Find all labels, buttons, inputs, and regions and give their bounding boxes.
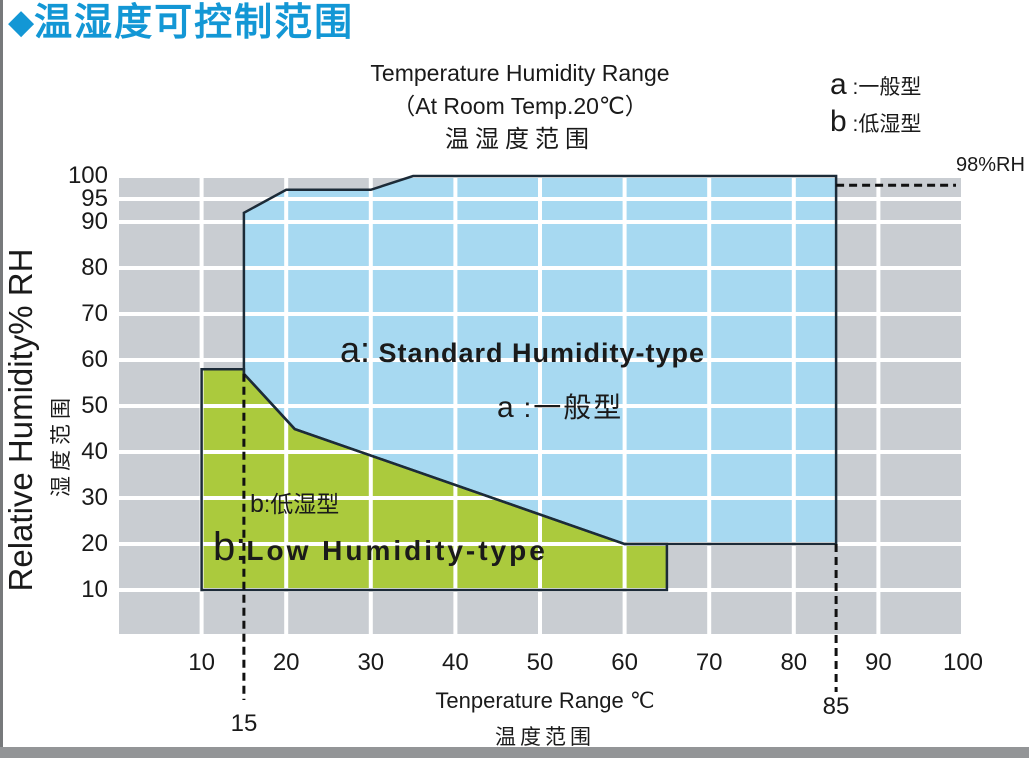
region-a-prefix: a: — [340, 329, 371, 370]
region-a-cn-text: :一般型 — [513, 392, 624, 423]
y-tick-label-10: 10 — [81, 576, 108, 603]
x-tick-label-100: 100 — [942, 649, 984, 676]
y-tick-label-100: 100 — [67, 162, 108, 189]
region-a-label-cn: a :一般型 — [497, 393, 623, 423]
legend-item-b: b :低湿型 — [830, 107, 921, 137]
annotation-85: 85 — [822, 693, 850, 720]
legend-label-a: :一般型 — [846, 76, 922, 99]
region-b-label-en: b:Low Humidity-type — [213, 527, 548, 567]
x-tick-label-20: 20 — [272, 649, 300, 676]
x-tick-label-90: 90 — [865, 649, 892, 676]
region-a-text: Standard Humidity-type — [370, 338, 706, 368]
region-b-label-cn: b:低湿型 — [250, 492, 339, 517]
x-tick-label-70: 70 — [695, 649, 723, 676]
legend-item-a: a :一般型 — [830, 70, 921, 100]
x-axis-title: Tenperature Range ℃ — [435, 688, 655, 713]
y-tick-label-90: 90 — [81, 208, 108, 235]
y-tick-label-80: 80 — [81, 254, 108, 281]
region-a-label-en: a: Standard Humidity-type — [340, 332, 705, 368]
y-tick-label-20: 20 — [81, 530, 108, 557]
bottom-bar — [0, 747, 1029, 758]
x-tick-label-30: 30 — [357, 649, 385, 676]
region-b-outline — [200, 367, 669, 592]
x-tick-label-40: 40 — [442, 649, 469, 676]
region-b-cn-text: :低湿型 — [263, 491, 340, 517]
x-tick-label-10: 10 — [188, 649, 215, 676]
diamond-icon: ◆ — [8, 3, 35, 41]
chart-title-condition: （At Room Temp.20℃） — [392, 93, 648, 119]
y-tick-label-50: 50 — [81, 392, 108, 419]
region-b-fill — [201, 369, 667, 590]
y-axis-title: Relative Humidity% RH — [2, 248, 39, 592]
region-b-prefix: b: — [213, 525, 247, 569]
y-tick-label-30: 30 — [81, 484, 108, 511]
y-tick-label-70: 70 — [81, 300, 108, 327]
y-tick-label-60: 60 — [81, 346, 108, 373]
legend-label-b: :低湿型 — [846, 113, 922, 136]
y-tick-label-95: 95 — [81, 185, 108, 212]
x-axis-title-cn: 温度范围 — [495, 726, 595, 749]
region-b-text: Low Humidity-type — [246, 535, 548, 566]
x-tick-label-60: 60 — [611, 649, 638, 676]
region-a-cn-prefix: a — [497, 391, 514, 424]
chart-title-en: Temperature Humidity Range — [370, 60, 670, 86]
legend-key-a: a — [830, 68, 847, 101]
annotation-98rh: 98%RH — [956, 154, 1025, 176]
chart-title-cn: 温湿度范围 — [445, 126, 595, 153]
page-title: 温湿度可控制范围 — [34, 2, 355, 44]
left-edge-strip — [0, 0, 3, 758]
legend-key-b: b — [830, 105, 847, 138]
page-header: ◆温湿度可控制范围 — [8, 2, 354, 46]
chart-title: Temperature Humidity Range （At Room Temp… — [245, 62, 795, 152]
legend: a :一般型 b :低湿型 — [830, 70, 921, 144]
x-tick-label-50: 50 — [526, 649, 554, 676]
y-tick-label-40: 40 — [81, 438, 108, 465]
x-tick-label-80: 80 — [780, 649, 808, 676]
region-b-cn-prefix: b — [250, 490, 264, 518]
annotation-15: 15 — [230, 710, 258, 737]
